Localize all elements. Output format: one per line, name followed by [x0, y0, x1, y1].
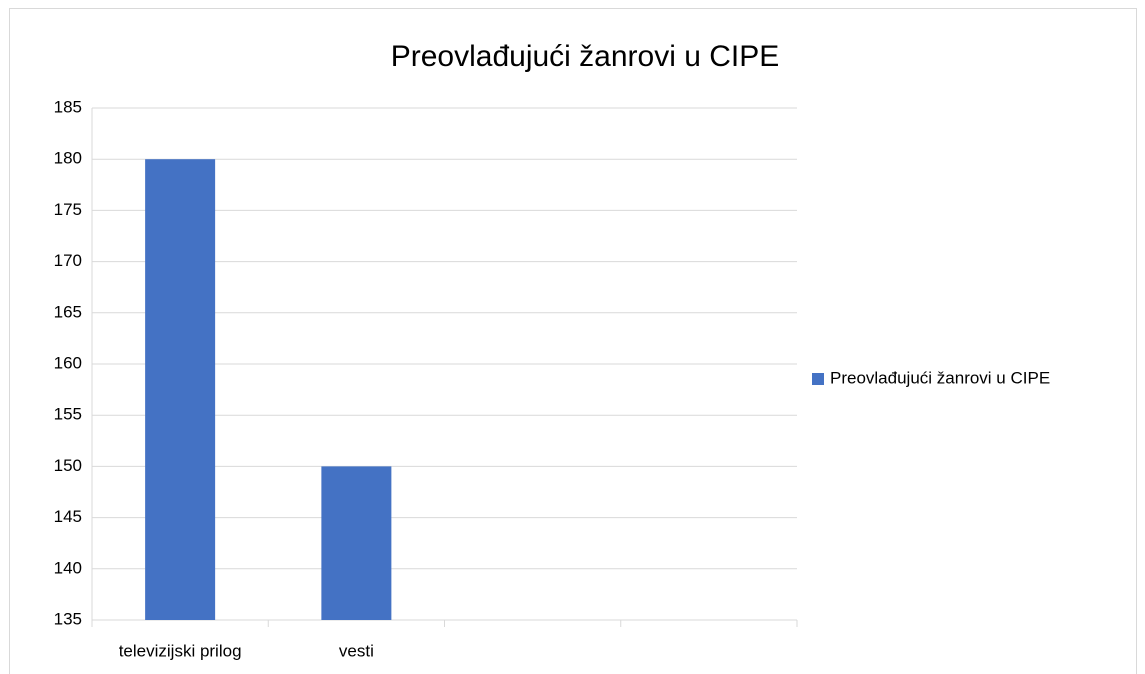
x-tick-label: televizijski prilog: [119, 641, 242, 660]
y-tick-label: 185: [54, 97, 82, 116]
x-tick-label: vesti: [339, 641, 374, 660]
chart-title: Preovlađujući žanrovi u CIPE: [391, 40, 780, 73]
y-tick-label: 175: [54, 200, 82, 219]
y-tick-label: 170: [54, 251, 82, 270]
y-tick-label: 165: [54, 302, 82, 321]
bar: [321, 466, 392, 620]
y-tick-label: 140: [54, 558, 82, 577]
y-tick-label: 135: [54, 609, 82, 628]
y-tick-label: 180: [54, 149, 82, 168]
legend-label: Preovlađujući žanrovi u CIPE: [830, 368, 1050, 387]
legend-swatch: [812, 373, 824, 385]
y-tick-label: 155: [54, 405, 82, 424]
y-tick-label: 160: [54, 353, 82, 372]
y-tick-label: 145: [54, 507, 82, 526]
bar: [145, 159, 216, 620]
y-tick-label: 150: [54, 456, 82, 475]
